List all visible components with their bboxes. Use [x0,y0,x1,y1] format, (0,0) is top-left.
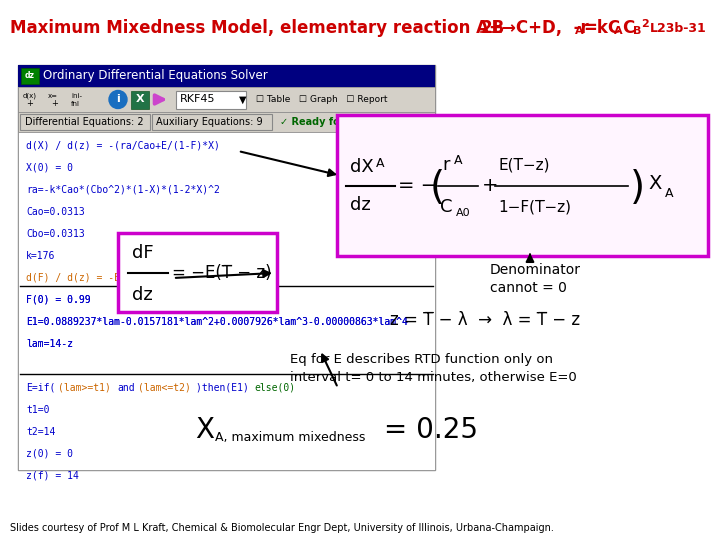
Bar [176,91,246,109]
Text: fnl: fnl [71,100,80,106]
Text: Denominator: Denominator [490,263,581,277]
Text: ☐ Table   ☐ Graph   ☐ Report: ☐ Table ☐ Graph ☐ Report [256,95,387,104]
Text: ▼: ▼ [239,94,246,105]
Text: t1=0: t1=0 [26,405,50,415]
Text: (: ( [430,168,445,206]
Text: 2B: 2B [481,19,505,37]
Text: +: + [482,176,498,195]
Text: = 0.25: = 0.25 [375,416,478,444]
Text: = −: = − [398,176,437,195]
Text: F(0) = 0.99: F(0) = 0.99 [26,295,91,305]
Bar [18,65,435,87]
Text: +: + [51,99,58,108]
Text: =kC: =kC [583,19,620,37]
Text: dz: dz [25,71,35,80]
Text: C: C [622,19,634,37]
Text: A0: A0 [456,208,471,219]
Text: i: i [116,94,120,105]
Text: lam=14-z: lam=14-z [26,339,73,349]
Text: z(f) = 14: z(f) = 14 [26,471,79,481]
Text: 2: 2 [641,19,649,29]
Text: d(F) / d(z) = -E: d(F) / d(z) = -E [26,273,120,283]
Text: A: A [454,154,462,167]
Text: ✓ Ready for solution: ✓ Ready for solution [280,117,392,127]
Text: Slides courtesy of Prof M L Kraft, Chemical & Biomolecular Engr Dept, University: Slides courtesy of Prof M L Kraft, Chemi… [10,523,554,533]
Bar [18,65,435,470]
Text: and: and [117,383,135,393]
Text: k=176: k=176 [26,251,55,261]
Text: z = T̅ − λ  →  λ = T̅ − z: z = T̅ − λ → λ = T̅ − z [390,311,580,329]
FancyBboxPatch shape [337,115,708,256]
Bar [152,114,272,130]
Text: d(X) / d(z) = -(ra/Cao+E/(1-F)*X): d(X) / d(z) = -(ra/Cao+E/(1-F)*X) [26,141,220,151]
Text: lam=14-z: lam=14-z [26,339,73,349]
Text: B: B [633,26,642,36]
Text: t2=14: t2=14 [26,427,55,437]
Text: r: r [442,157,449,174]
Text: A: A [614,26,623,36]
Text: RKF45: RKF45 [180,94,215,105]
Text: E1=0.0889237*lam-0.0157181*lam^2+0.0007926*lam^3-0.00000863*lam^4: E1=0.0889237*lam-0.0157181*lam^2+0.00079… [26,317,408,327]
Text: Maximum Mixedness Model, elementary reaction A+: Maximum Mixedness Model, elementary reac… [10,19,503,37]
Text: Eq for E describes RTD function only on: Eq for E describes RTD function only on [290,354,553,367]
Text: C: C [440,199,452,217]
Text: X: X [648,174,662,193]
Text: dX: dX [350,159,374,177]
Text: ): ) [630,168,645,206]
Bar [131,91,149,109]
Circle shape [109,91,127,109]
Text: X: X [135,94,144,105]
Bar [18,112,435,132]
Text: ra=-k*Cao*(Cbo^2)*(1-X)*(1-2*X)^2: ra=-k*Cao*(Cbo^2)*(1-X)*(1-2*X)^2 [26,185,220,195]
Text: E(T̅−z): E(T̅−z) [498,158,549,173]
Text: (lam>=t1): (lam>=t1) [58,383,111,393]
FancyBboxPatch shape [118,233,277,312]
Text: x=: x= [48,92,58,98]
Text: d(x): d(x) [23,92,37,99]
Text: = −E(T̅ − z): = −E(T̅ − z) [172,264,271,282]
Text: )then(E1): )then(E1) [196,383,255,393]
Text: ini-: ini- [71,92,82,98]
Text: interval t= 0 to 14 minutes, otherwise E=0: interval t= 0 to 14 minutes, otherwise E… [290,372,577,384]
Text: Cbo=0.0313: Cbo=0.0313 [26,229,85,239]
Text: dF: dF [132,244,153,262]
Text: Differential Equations: 2: Differential Equations: 2 [25,117,143,127]
Text: X(0) = 0: X(0) = 0 [26,163,73,173]
Text: dz: dz [350,197,371,214]
Text: X: X [195,416,214,444]
Text: dz: dz [132,286,153,304]
Text: Auxiliary Equations: 9: Auxiliary Equations: 9 [156,117,263,127]
Text: else(0): else(0) [254,383,295,393]
Text: F(0) = 0.99: F(0) = 0.99 [26,295,91,305]
Text: 1−F(T̅−z): 1−F(T̅−z) [498,200,571,215]
Text: Ordinary Differential Equations Solver: Ordinary Differential Equations Solver [43,70,268,83]
Bar [18,132,435,470]
Text: +: + [26,99,33,108]
Text: cannot = 0: cannot = 0 [490,281,567,295]
Bar [18,87,435,112]
Text: Cao=0.0313: Cao=0.0313 [26,207,85,217]
Text: (lam<=t2): (lam<=t2) [138,383,191,393]
Text: A: A [376,157,384,170]
Text: A: A [575,26,584,36]
Text: A: A [665,187,673,200]
Text: →C+D,  -r: →C+D, -r [502,19,589,37]
Text: E1=0.0889237*lam-0.0157181*lam^2+0.0007926*lam^3-0.00000863*lam^4: E1=0.0889237*lam-0.0157181*lam^2+0.00079… [26,317,408,327]
Text: z(0) = 0: z(0) = 0 [26,449,73,459]
Text: E=if(: E=if( [26,383,55,393]
Text: A, maximum mixedness: A, maximum mixedness [215,431,365,444]
Bar [21,68,39,84]
Text: L23b-31: L23b-31 [650,22,707,35]
Bar [20,114,150,130]
